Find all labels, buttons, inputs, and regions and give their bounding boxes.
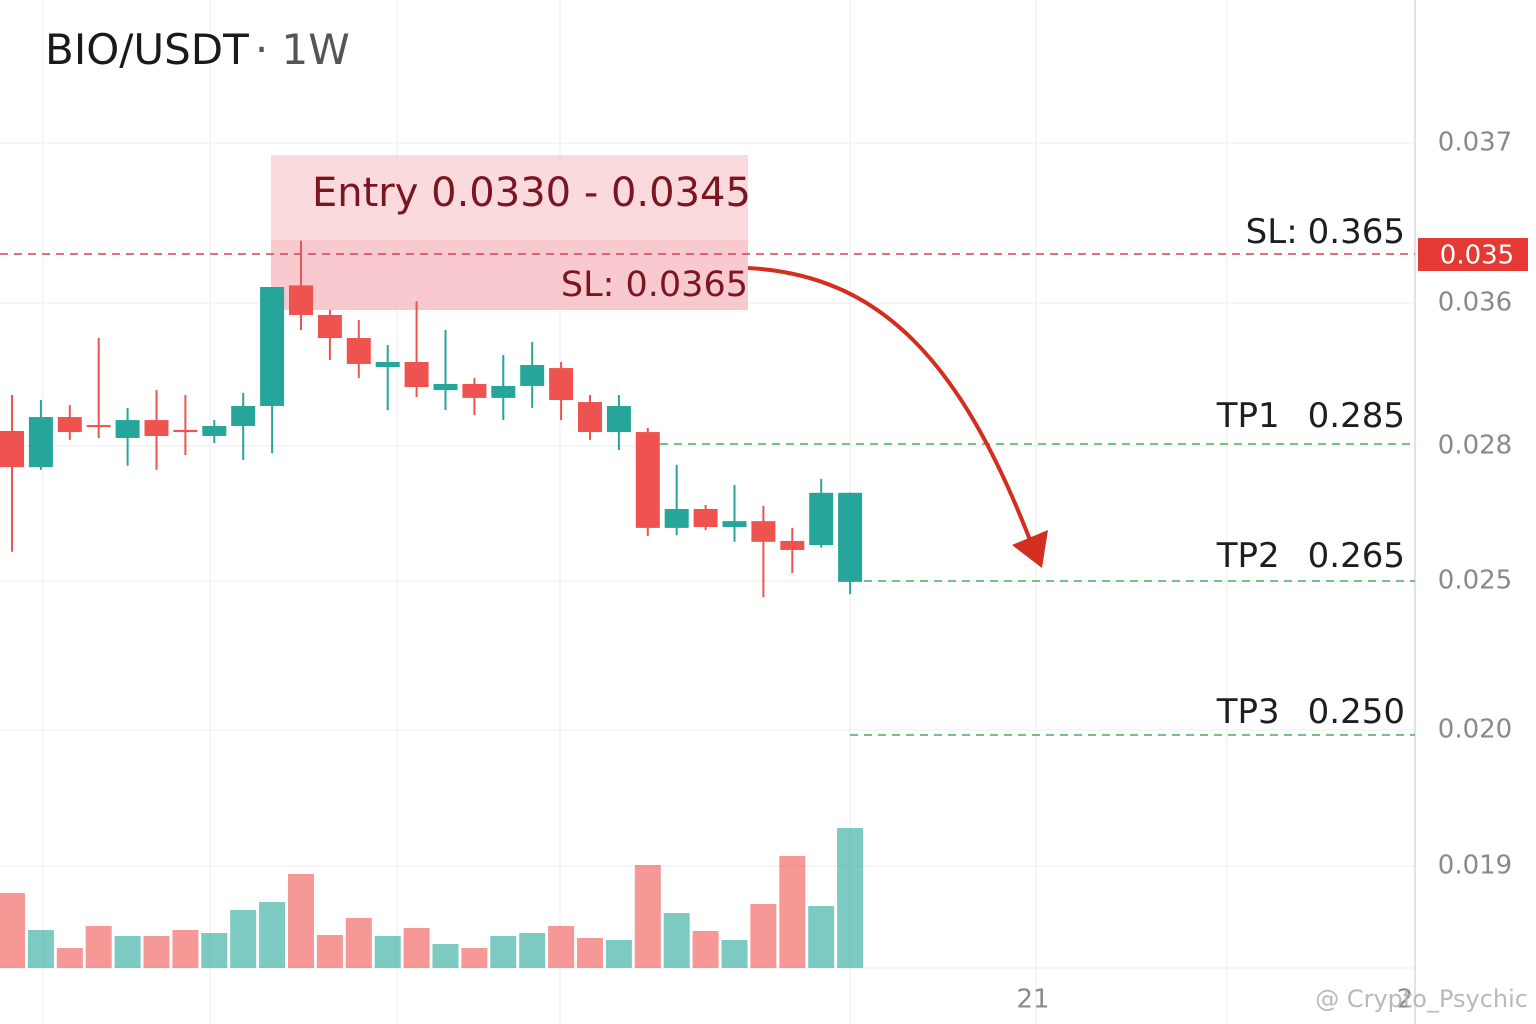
level-label: TP3 0.250 (1216, 692, 1405, 732)
candle-body (28, 417, 53, 468)
entry-label: Entry 0.0330 - 0.0345 (312, 170, 751, 216)
level-price: 0.265 (1308, 536, 1405, 576)
candle-body (260, 287, 285, 406)
volume-bar (461, 948, 488, 968)
volume-bar (837, 828, 864, 968)
candle-body (86, 425, 111, 428)
volume-bar (750, 904, 777, 968)
volume-bar (230, 910, 257, 968)
candle-body (606, 405, 631, 433)
volume-bar (663, 913, 690, 968)
y-tick-label: 0.028 (1438, 431, 1512, 461)
candle-body (751, 521, 776, 542)
volume-bar (721, 940, 748, 968)
volume-bar (808, 906, 835, 968)
candle-body (664, 509, 689, 528)
y-tick-label: 0.036 (1438, 288, 1512, 318)
candle-body (722, 521, 747, 527)
volume-bar (605, 940, 632, 968)
entry-zone (271, 155, 748, 310)
watermark: @ Crypto_Psychic (1315, 985, 1528, 1013)
candle-body (202, 425, 227, 436)
candle-body (635, 432, 660, 528)
candle-body (0, 430, 24, 468)
volume-bar (27, 930, 54, 968)
volume-bar (634, 865, 661, 968)
level-name: TP3 (1216, 692, 1280, 732)
candle-body (520, 365, 545, 386)
y-tick-label: 0.025 (1438, 566, 1512, 596)
y-tick-label: 0.020 (1438, 715, 1512, 745)
candle-body (809, 492, 834, 545)
candle-body (549, 368, 574, 401)
entry-sl-label: SL: 0.0365 (561, 265, 748, 305)
x-tick-label: 2 (1397, 985, 1414, 1015)
entry-zone-stop (271, 240, 748, 310)
y-tick-label: 0.037 (1438, 128, 1512, 158)
x-tick-label: 21 (1016, 985, 1049, 1015)
volume-bar (85, 926, 112, 968)
volume-bar (779, 856, 806, 968)
volume-bar (403, 928, 430, 968)
last-price: 0.035 (1440, 241, 1514, 271)
candle-body (173, 429, 198, 433)
volume-bar (692, 931, 719, 968)
candle-body (144, 420, 169, 436)
level-price: 0.250 (1308, 692, 1405, 732)
volume-bar (56, 948, 83, 968)
candle-body (231, 405, 256, 426)
volume-bar (345, 918, 372, 968)
volume-bar (548, 926, 575, 968)
arrow-head (1012, 530, 1048, 568)
volume-bar (0, 893, 25, 968)
title: BIO/USDT · 1W (45, 25, 350, 74)
volume-bar (374, 936, 401, 968)
candle-body (462, 383, 487, 398)
volume-bar (143, 936, 170, 968)
volume-bar (201, 933, 228, 968)
candle-body (693, 509, 718, 527)
level-price: 0.365 (1308, 212, 1405, 252)
level-price: 0.285 (1308, 396, 1405, 436)
level-name: TP1 (1216, 396, 1280, 436)
volume-bar (259, 902, 286, 968)
volume-bar (114, 936, 141, 968)
candle-body (115, 420, 140, 438)
candle-body (433, 383, 458, 391)
level-name: TP2 (1216, 536, 1280, 576)
candle-body (346, 338, 371, 364)
last-price-badge (1418, 238, 1528, 271)
volume-bar (490, 936, 517, 968)
volume-bar (288, 874, 314, 968)
candle-body (838, 492, 863, 582)
volume-bar (577, 938, 603, 968)
volume-bar (432, 944, 459, 968)
candle-body (780, 540, 805, 550)
candle-body (491, 385, 516, 398)
level-label: TP2 0.265 (1216, 536, 1405, 576)
candle-body (317, 314, 342, 339)
level-label: TP1 0.285 (1216, 396, 1405, 436)
arrow (747, 266, 1032, 541)
y-tick-label: 0.019 (1438, 851, 1512, 881)
level-label: SL: 0.365 (1246, 212, 1405, 252)
title-interval: · 1W (255, 25, 350, 74)
volume-bar (519, 933, 546, 968)
candle-body (578, 402, 602, 433)
title-symbol: BIO/USDT (45, 25, 249, 74)
candle-body (375, 361, 400, 367)
candle-body (404, 361, 429, 388)
candle-body (289, 285, 313, 315)
volume-bar (172, 930, 199, 968)
volume-bar (316, 935, 343, 968)
level-name: SL: (1246, 212, 1298, 252)
candle-body (57, 417, 82, 433)
